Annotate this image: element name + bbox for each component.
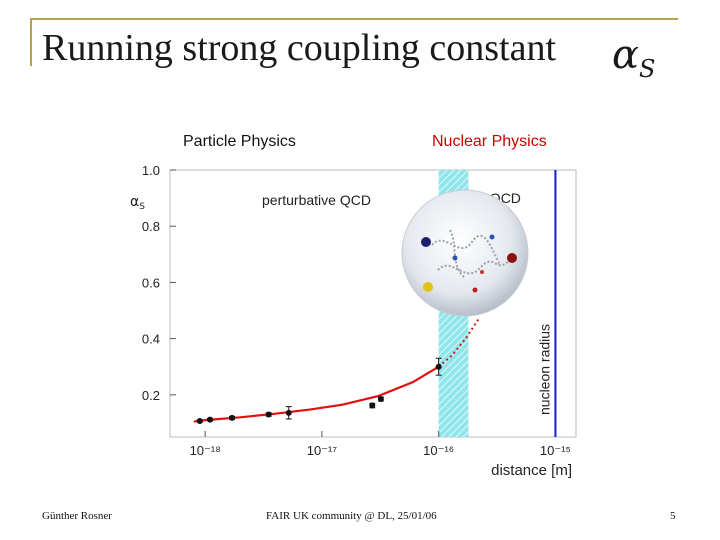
y-tick-label: 0.8 — [142, 219, 160, 234]
y-axis-label: αS — [130, 194, 145, 212]
y-tick-label: 1.0 — [142, 163, 160, 178]
particle-physics-label: Particle Physics — [183, 133, 296, 150]
data-point — [377, 396, 384, 403]
page-number: 5 — [670, 510, 676, 522]
quark-dark-blue — [421, 237, 431, 247]
data-point — [229, 414, 236, 421]
data-point — [369, 402, 376, 409]
title-frame-top — [30, 18, 678, 20]
alpha-s-curve-extrapolated — [438, 318, 480, 368]
data-point — [435, 363, 442, 370]
slide-title: Running strong coupling constant — [42, 27, 557, 69]
footer-author: Günther Rosner — [42, 510, 112, 522]
alpha-s-symbol: αS — [612, 32, 655, 83]
x-tick-label: 10⁻¹⁸ — [190, 443, 221, 458]
x-tick-label: 10⁻¹⁷ — [307, 443, 338, 458]
x-tick-label: 10⁻¹⁶ — [423, 443, 454, 458]
title-frame-left — [30, 18, 32, 66]
quark-red — [507, 253, 517, 263]
x-tick-label: 10⁻¹⁵ — [540, 443, 571, 458]
alpha-subscript: S — [639, 55, 656, 83]
y-tick-label: 0.6 — [142, 275, 160, 290]
data-point — [196, 417, 203, 424]
nucleon-radius-label: nucleon radius — [536, 324, 552, 415]
alpha-s-chart: perturbative QCDstrong QCD 0.20.40.60.81… — [130, 163, 577, 479]
alpha-symbol: α — [612, 32, 640, 78]
y-tick-label: 0.4 — [142, 332, 160, 347]
perturbative-qcd-label: perturbative QCD — [262, 192, 371, 208]
data-point — [265, 411, 272, 418]
alpha-s-curve — [193, 365, 440, 423]
footer-event: FAIR UK community @ DL, 25/01/06 — [266, 510, 437, 522]
nuclear-physics-label: Nuclear Physics — [432, 133, 547, 150]
y-tick-label: 0.2 — [142, 388, 160, 403]
x-axis-label: distance [m] — [491, 462, 572, 479]
quark-yellow — [423, 282, 433, 292]
strong-qcd-sphere — [401, 189, 529, 317]
data-point — [285, 409, 292, 416]
data-point — [206, 416, 213, 423]
